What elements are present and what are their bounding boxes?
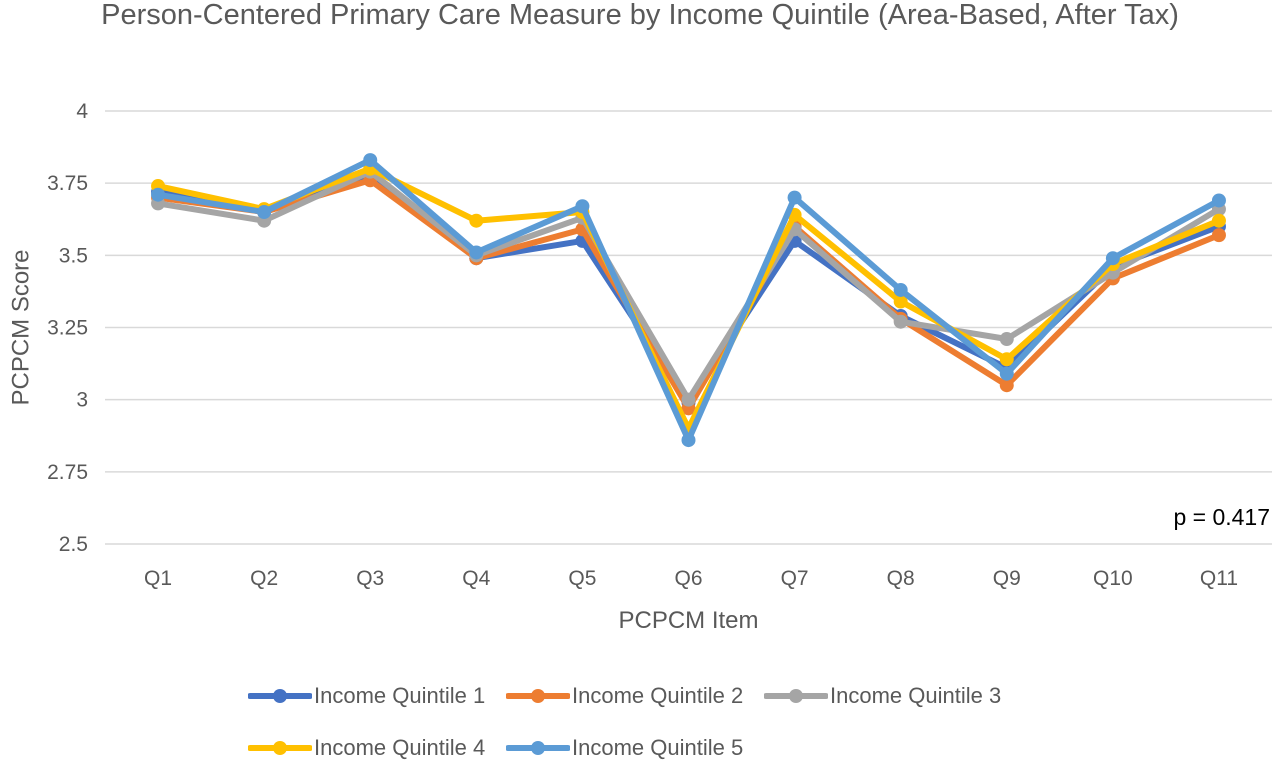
series-line-3 <box>151 164 1226 407</box>
legend-swatch-marker <box>273 741 287 755</box>
legend-label: Income Quintile 3 <box>830 683 1002 708</box>
legend-item-income-quintile-3: Income Quintile 3 <box>764 677 1001 715</box>
x-tick-label: Q9 <box>993 567 1021 590</box>
chart-title: Person-Centered Primary Care Measure by … <box>101 0 1179 31</box>
x-tick-label: Q1 <box>144 567 172 590</box>
series-lines <box>151 153 1226 448</box>
legend-item-income-quintile-4: Income Quintile 4 <box>248 729 485 767</box>
legend-swatch-marker <box>789 689 803 703</box>
legend-item-income-quintile-1: Income Quintile 1 <box>248 677 485 715</box>
x-tick-label: Q7 <box>781 567 809 590</box>
data-point <box>1211 228 1226 243</box>
x-axis-title: PCPCM Item <box>618 607 758 634</box>
x-tick-label: Q6 <box>674 567 702 590</box>
series-path <box>155 168 1222 403</box>
legend-label: Income Quintile 2 <box>572 683 744 708</box>
series-path <box>155 174 1222 406</box>
y-tick-label: 4 <box>76 100 88 123</box>
x-tick-label: Q3 <box>356 567 384 590</box>
x-axis-ticks: Q1 Q2 Q3 Q4 Q5 Q6 Q7 Q8 Q9 Q10 Q11 <box>144 567 1238 590</box>
x-tick-label: Q2 <box>250 567 278 590</box>
y-tick-label: 2.75 <box>47 461 88 484</box>
legend-swatch-marker <box>531 741 545 755</box>
data-point <box>893 282 908 297</box>
data-point <box>151 187 166 202</box>
data-point <box>999 352 1014 367</box>
data-point <box>893 294 908 309</box>
data-point <box>893 314 908 329</box>
legend-swatch-marker <box>531 689 545 703</box>
data-point <box>363 153 378 168</box>
y-axis-ticks: 4 3.75 3.5 3.25 3 2.75 2.5 <box>47 100 88 556</box>
legend-swatch-marker <box>273 689 287 703</box>
data-point <box>575 199 590 214</box>
data-point <box>999 378 1014 393</box>
data-point <box>681 392 696 407</box>
x-tick-label: Q4 <box>462 567 490 590</box>
data-point <box>999 332 1014 347</box>
series-line-5 <box>151 153 1226 448</box>
series-line-2 <box>151 173 1226 416</box>
data-point <box>469 213 484 228</box>
data-point <box>1211 213 1226 228</box>
x-tick-label: Q11 <box>1200 567 1238 590</box>
x-tick-label: Q5 <box>568 567 596 590</box>
legend-swatch <box>248 741 312 755</box>
legend-label: Income Quintile 5 <box>572 735 744 760</box>
data-point <box>787 190 802 205</box>
legend-swatch <box>764 689 828 703</box>
y-axis-title: PCPCM Score <box>7 249 34 405</box>
x-tick-label: Q8 <box>887 567 915 590</box>
series-path <box>155 165 1222 432</box>
y-tick-label: 2.5 <box>59 533 88 556</box>
data-point <box>257 205 272 220</box>
y-tick-label: 3.5 <box>59 244 88 267</box>
legend-item-income-quintile-2: Income Quintile 2 <box>506 677 743 715</box>
p-value-annotation: p = 0.417 <box>1173 504 1270 530</box>
y-tick-label: 3.25 <box>47 317 88 340</box>
legend-swatch <box>248 689 312 703</box>
data-point <box>469 245 484 260</box>
legend-swatch <box>506 689 570 703</box>
data-point <box>999 366 1014 381</box>
gridlines <box>105 110 1272 545</box>
data-point <box>1211 193 1226 208</box>
legend-item-income-quintile-5: Income Quintile 5 <box>506 729 743 767</box>
y-tick-label: 3.75 <box>47 172 88 195</box>
y-tick-label: 3 <box>76 389 88 412</box>
data-point <box>1105 251 1120 266</box>
data-point <box>681 433 696 448</box>
legend-label: Income Quintile 1 <box>314 683 486 708</box>
series-path <box>155 177 1222 412</box>
legend-swatch <box>506 741 570 755</box>
legend-label: Income Quintile 4 <box>314 735 486 760</box>
series-line-1 <box>151 170 1226 410</box>
x-tick-label: Q10 <box>1093 567 1133 590</box>
